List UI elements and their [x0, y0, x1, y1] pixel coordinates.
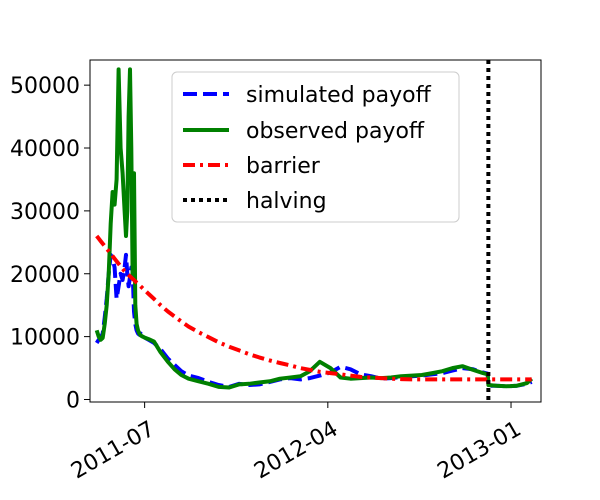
legend-label-halving: halving: [246, 189, 327, 214]
y-axis: 0 10000 20000 30000 40000 50000: [10, 74, 90, 413]
y-tick-label: 40000: [10, 137, 80, 162]
y-tick-label: 10000: [10, 326, 80, 351]
legend-label-barrier: barrier: [246, 154, 321, 179]
plot-area: [89, 59, 542, 403]
axes-frame: [89, 59, 542, 403]
legend: simulated payoff observed payoff barrier…: [171, 71, 460, 223]
y-tick-label: 50000: [10, 74, 80, 99]
y-tick-label: 0: [66, 388, 80, 413]
legend-box: [171, 71, 460, 223]
y-tick-label: 20000: [10, 263, 80, 288]
y-tick-label: 30000: [10, 200, 80, 225]
legend-label-observed: observed payoff: [246, 119, 425, 144]
legend-label-simulated: simulated payoff: [246, 83, 432, 108]
series-line-barrier: [95, 234, 532, 382]
series-layer: [94, 60, 534, 402]
series-line-observed-payoff: [94, 67, 534, 390]
